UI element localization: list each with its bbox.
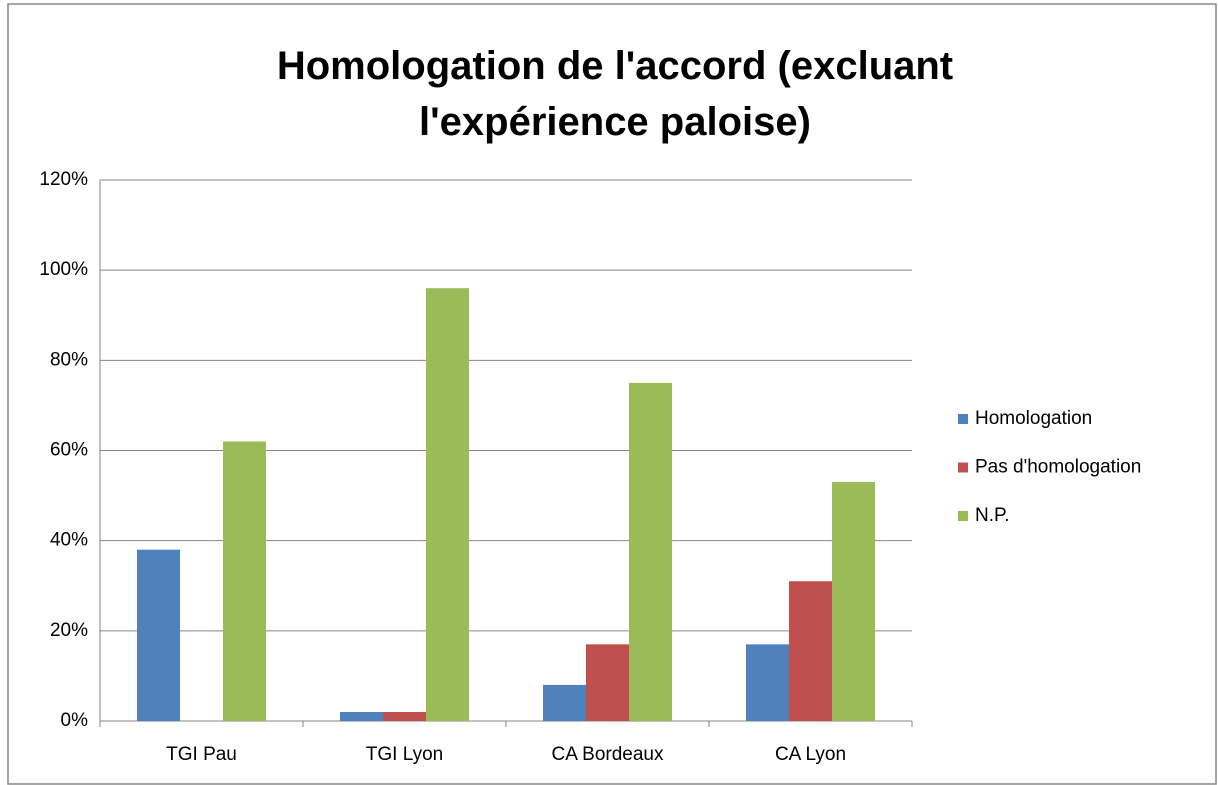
bar <box>383 711 426 721</box>
y-tick-label: 0% <box>61 710 89 731</box>
x-tick-label: TGI Lyon <box>366 744 443 765</box>
legend-swatch <box>958 511 968 521</box>
chart-title: Homologation de l'accord (excluant l'exp… <box>276 44 954 144</box>
bar <box>746 644 789 721</box>
y-tick-label: 60% <box>50 440 88 461</box>
bar <box>629 382 672 721</box>
x-tick-label: CA Lyon <box>775 744 846 765</box>
y-tick-label: 80% <box>50 349 88 370</box>
y-tick-label: 120% <box>39 169 88 190</box>
bar <box>586 644 629 721</box>
bar <box>543 684 586 721</box>
legend-swatch <box>958 414 968 424</box>
bar <box>426 288 469 721</box>
legend-label: Homologation <box>975 408 1092 429</box>
bar <box>137 549 180 721</box>
legend-label: Pas d'homologation <box>975 457 1141 478</box>
y-tick-label: 40% <box>50 530 88 551</box>
legend-label: N.P. <box>975 505 1010 526</box>
bar <box>223 441 266 721</box>
y-tick-label: 100% <box>39 259 88 280</box>
x-tick-label: CA Bordeaux <box>552 744 664 765</box>
legend-swatch <box>958 462 968 473</box>
bar <box>340 711 383 721</box>
chart-frame <box>7 3 1217 785</box>
bar <box>789 581 832 721</box>
x-tick-label: TGI Pau <box>166 744 237 765</box>
y-tick-label: 20% <box>50 620 88 641</box>
bar <box>832 482 875 721</box>
